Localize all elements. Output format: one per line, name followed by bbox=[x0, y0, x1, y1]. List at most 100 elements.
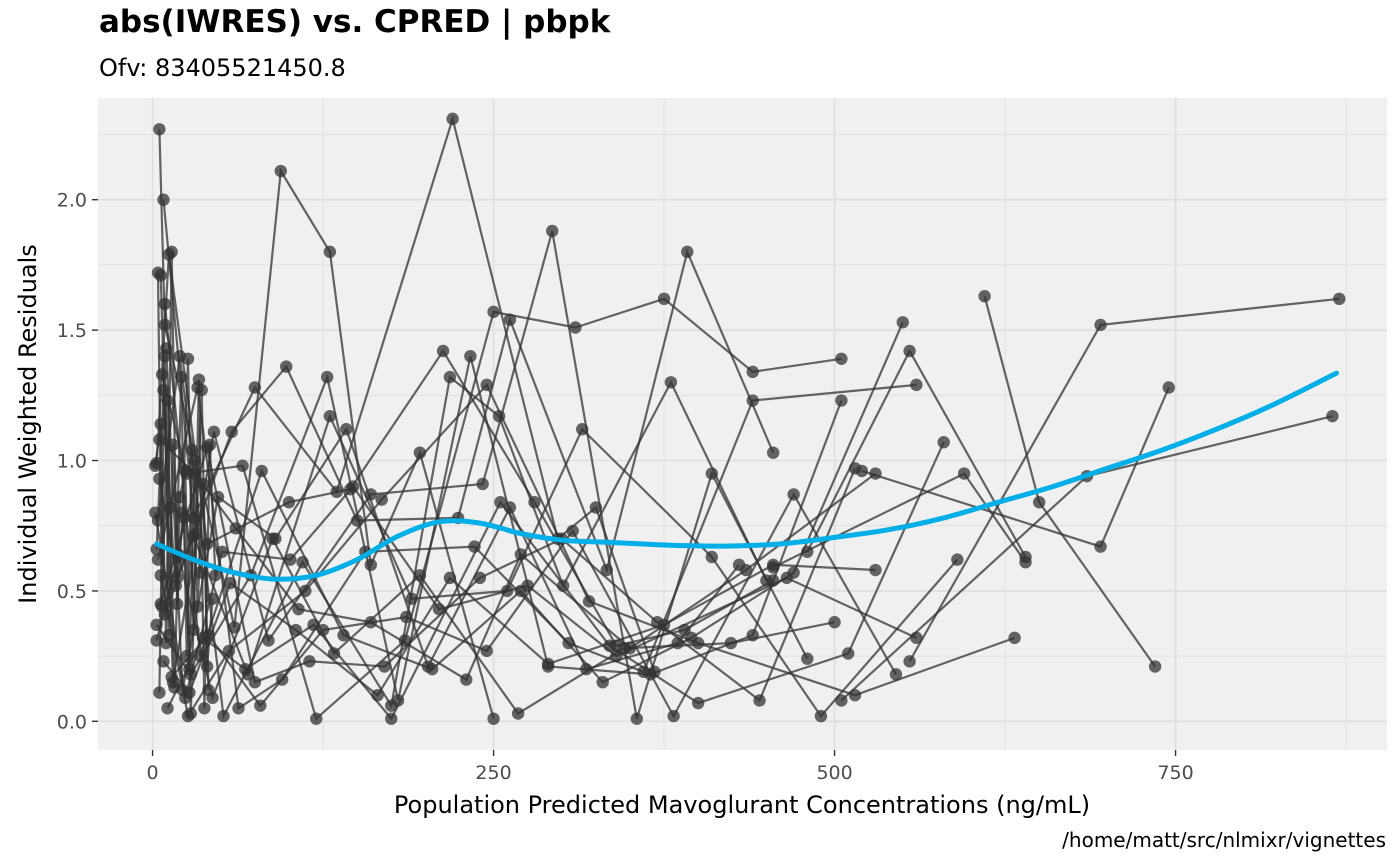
data-point bbox=[188, 467, 202, 480]
data-point bbox=[157, 655, 170, 668]
data-point bbox=[691, 636, 705, 650]
data-point bbox=[541, 657, 555, 671]
y-tick-label: 0.5 bbox=[57, 581, 87, 603]
data-point bbox=[224, 576, 237, 590]
data-point bbox=[217, 709, 230, 723]
data-point bbox=[280, 360, 293, 373]
data-point bbox=[170, 597, 184, 611]
data-point bbox=[330, 485, 343, 499]
data-point bbox=[889, 668, 903, 681]
data-point bbox=[398, 634, 412, 647]
data-point bbox=[503, 313, 517, 326]
data-point bbox=[400, 610, 413, 624]
data-point bbox=[657, 292, 671, 306]
data-point bbox=[753, 694, 766, 707]
x-tick-label: 750 bbox=[1157, 762, 1193, 784]
data-point bbox=[165, 245, 178, 259]
data-point bbox=[296, 556, 309, 569]
data-point bbox=[153, 472, 166, 485]
series-line bbox=[159, 447, 857, 703]
data-point bbox=[487, 712, 500, 725]
y-tick-label: 1.0 bbox=[57, 451, 87, 473]
data-point bbox=[801, 545, 814, 558]
data-point bbox=[179, 464, 192, 478]
series-line bbox=[161, 297, 842, 721]
data-point bbox=[320, 370, 334, 384]
data-point bbox=[158, 297, 172, 311]
data-point bbox=[195, 383, 208, 397]
data-point bbox=[828, 616, 841, 629]
data-point bbox=[855, 464, 869, 478]
data-point bbox=[385, 712, 398, 725]
data-point bbox=[202, 683, 215, 697]
data-point bbox=[177, 511, 191, 525]
data-point bbox=[175, 370, 188, 384]
data-point bbox=[869, 467, 882, 480]
data-point bbox=[1148, 660, 1162, 673]
data-point bbox=[150, 634, 163, 647]
data-point bbox=[164, 501, 177, 514]
data-point bbox=[154, 417, 167, 431]
data-point bbox=[405, 592, 418, 605]
data-point bbox=[671, 636, 684, 650]
data-point bbox=[476, 477, 489, 491]
data-point bbox=[1162, 381, 1175, 394]
data-point bbox=[266, 532, 279, 545]
data-point bbox=[869, 563, 882, 577]
data-point bbox=[190, 527, 203, 540]
data-point bbox=[760, 574, 773, 587]
data-point bbox=[161, 702, 174, 715]
data-point bbox=[443, 571, 457, 585]
data-point bbox=[421, 660, 435, 673]
data-point bbox=[501, 584, 514, 598]
chart-subtitle: Ofv: 83405521450.8 bbox=[99, 54, 346, 82]
x-tick-label: 500 bbox=[816, 762, 852, 784]
data-point bbox=[582, 595, 596, 608]
data-point bbox=[161, 394, 174, 407]
data-point bbox=[181, 352, 195, 365]
data-point bbox=[1032, 496, 1046, 509]
data-point bbox=[162, 629, 176, 642]
data-point bbox=[165, 670, 178, 684]
data-point bbox=[780, 571, 794, 585]
chart-caption: /home/matt/src/nlmixr/vignettes bbox=[1062, 828, 1386, 852]
data-point bbox=[610, 649, 623, 663]
data-point bbox=[528, 496, 541, 509]
trend-line bbox=[154, 370, 1339, 582]
data-point bbox=[340, 423, 353, 436]
data-point bbox=[284, 553, 297, 566]
y-axis-ticks: 0.0 0.5 1.0 1.5 2.0 bbox=[57, 190, 98, 733]
data-point bbox=[787, 488, 800, 501]
x-tick-label: 250 bbox=[475, 762, 511, 784]
data-point bbox=[166, 438, 180, 452]
data-point bbox=[255, 464, 268, 478]
data-point bbox=[623, 642, 637, 655]
data-point bbox=[746, 629, 759, 642]
data-point bbox=[487, 305, 500, 319]
data-point bbox=[229, 522, 242, 535]
data-point bbox=[1326, 409, 1339, 423]
trend-layer bbox=[154, 370, 1339, 582]
data-point bbox=[364, 616, 378, 629]
data-point bbox=[303, 655, 316, 668]
y-axis-title: Individual Weighted Residuals bbox=[14, 244, 42, 604]
data-point bbox=[207, 425, 221, 439]
data-point bbox=[480, 378, 493, 392]
data-point bbox=[1094, 318, 1107, 332]
data-point bbox=[460, 673, 473, 686]
data-point bbox=[910, 378, 923, 392]
data-point bbox=[630, 712, 643, 725]
data-point bbox=[209, 569, 222, 582]
data-point bbox=[192, 373, 206, 386]
data-point bbox=[307, 618, 320, 632]
data-point bbox=[562, 636, 575, 650]
data-point bbox=[241, 668, 255, 681]
series-line bbox=[170, 492, 897, 719]
data-point bbox=[835, 394, 848, 407]
data-point bbox=[705, 550, 719, 564]
data-point bbox=[180, 649, 193, 663]
data-point bbox=[511, 707, 525, 720]
series-line bbox=[163, 413, 959, 718]
data-point bbox=[739, 563, 753, 577]
data-point bbox=[327, 647, 341, 660]
